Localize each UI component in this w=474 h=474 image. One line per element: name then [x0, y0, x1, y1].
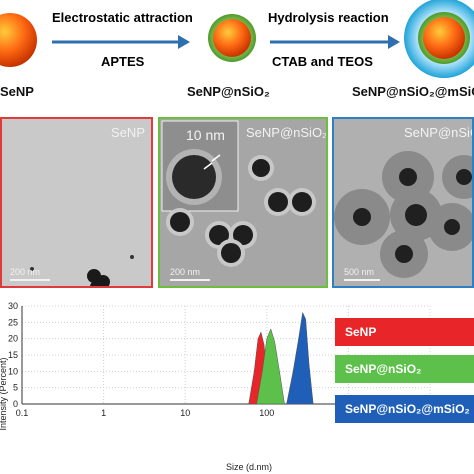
y-tick-label: 5	[13, 383, 18, 393]
y-tick-label: 15	[8, 350, 18, 360]
step2-above-text: Hydrolysis reaction	[268, 10, 389, 25]
x-tick-label: 1	[101, 408, 106, 418]
series-1-area	[256, 328, 285, 405]
step2-below-text: CTAB and TEOS	[272, 54, 373, 69]
inset-scale-text: 10 nm	[186, 127, 225, 143]
y-tick-label: 0	[13, 399, 18, 409]
x-axis-label: Size (d.nm)	[226, 462, 272, 472]
tem-image-senp-nsio2-msio2	[334, 151, 472, 278]
y-tick-label: 30	[8, 301, 18, 311]
y-axis-label: Intensity (Percent)	[0, 357, 8, 430]
scale-text-3: 500 nm	[344, 267, 375, 277]
scale-text-1: 200 nm	[10, 267, 41, 277]
label-senp-nsio2-msio2: SeNP@nSiO₂@mSiO₂	[352, 84, 474, 99]
scale-bar-2	[170, 279, 210, 281]
label-senp: SeNP	[0, 84, 34, 99]
synthesis-scheme	[0, 0, 474, 78]
series-2-area	[286, 311, 314, 405]
scale-bar-1	[10, 279, 50, 281]
y-tick-label: 10	[8, 366, 18, 376]
tem-panel-senp-nsio2-msio2: SeNP@nSiO₂@mSiO₂ 500 nm	[332, 117, 474, 288]
scale-text-2: 200 nm	[170, 267, 201, 277]
x-tick-label: 100	[259, 408, 274, 418]
y-tick-label: 20	[8, 334, 18, 344]
senp-particle	[0, 13, 37, 67]
tem-label-senp-nsio2: SeNP@nSiO₂	[246, 125, 328, 140]
tem-panel-senp: SeNP 200 nm	[0, 117, 153, 288]
label-senp-nsio2: SeNP@nSiO₂	[187, 84, 270, 99]
tem-panel-senp-nsio2: 10 nm SeNP@nSiO₂ 200 nm	[158, 117, 328, 288]
tem-label-senp-nsio2-msio2: SeNP@nSiO₂@mSiO₂	[404, 125, 472, 140]
scale-bar-3	[344, 279, 380, 281]
x-tick-label: 10	[180, 408, 190, 418]
legend-senp: SeNP	[335, 318, 474, 346]
step1-below-text: APTES	[101, 54, 145, 69]
x-tick-label: 0.1	[16, 408, 29, 418]
tem-image-senp	[30, 255, 134, 286]
legend-senp-nsio2-msio2: SeNP@nSiO₂@mSiO₂	[335, 395, 474, 423]
tem-label-senp: SeNP	[111, 125, 145, 140]
y-tick-label: 25	[8, 317, 18, 327]
legend-senp-nsio2: SeNP@nSiO₂	[335, 355, 474, 383]
step1-above-text: Electrostatic attraction	[52, 10, 193, 25]
tem-image-senp-nsio2	[161, 120, 316, 267]
